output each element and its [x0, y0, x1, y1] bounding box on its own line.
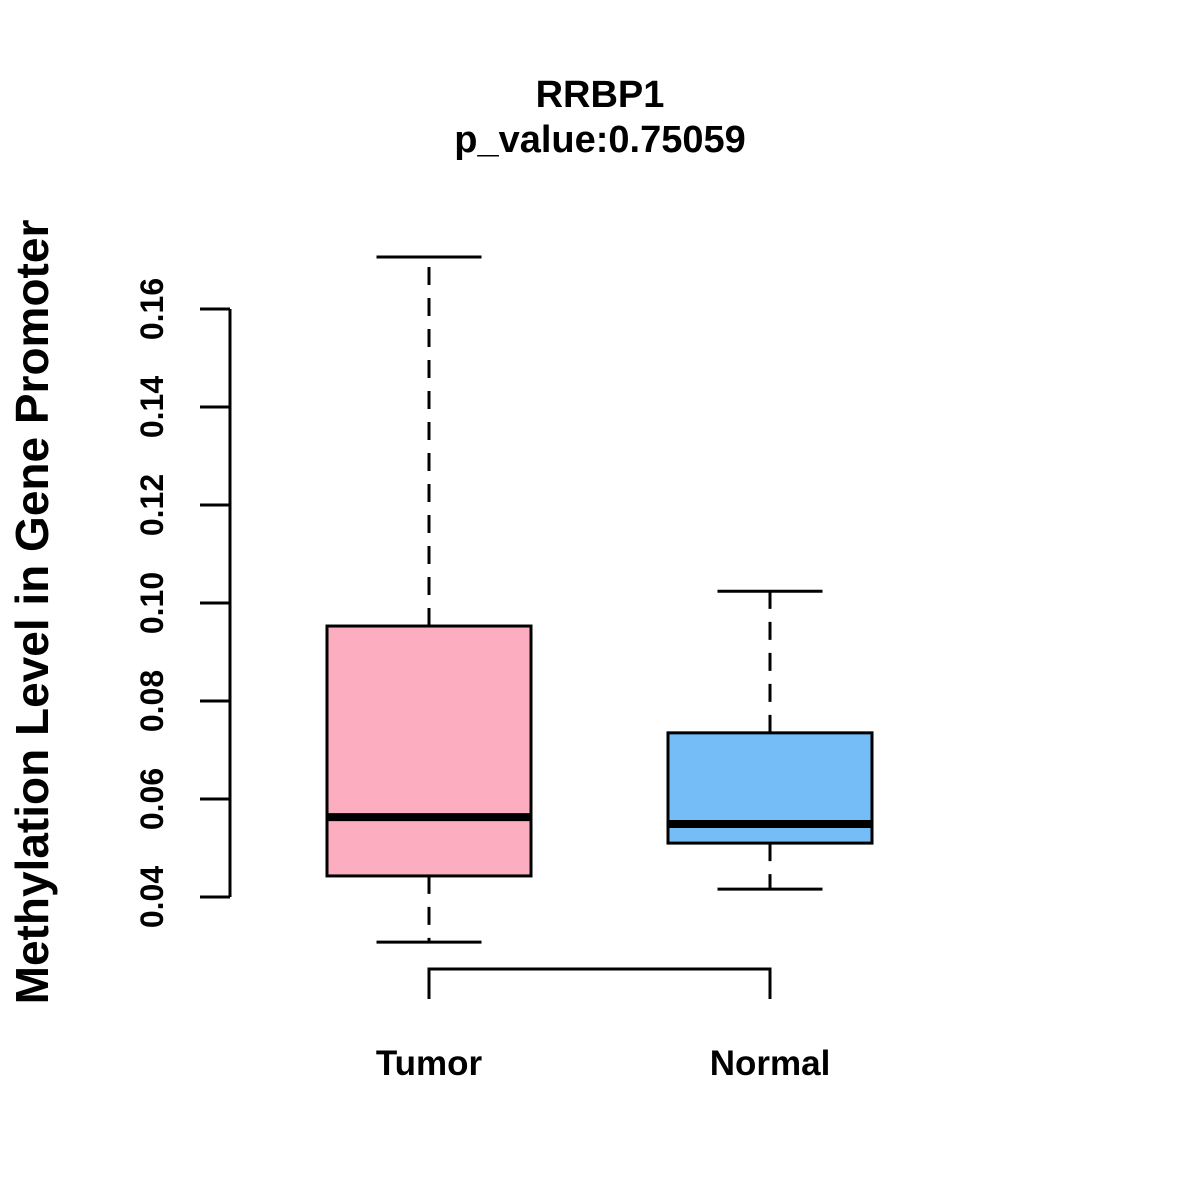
x-label-tumor: Tumor [376, 1044, 483, 1083]
x-label-normal: Normal [710, 1044, 831, 1083]
y-tick-label: 0.14 [134, 376, 170, 438]
y-axis-label: Methylation Level in Gene Promoter [6, 220, 58, 1005]
y-tick-label: 0.10 [134, 572, 170, 634]
plot-area [325, 255, 874, 944]
comparison-bracket [427, 967, 772, 999]
iqr-box-tumor [325, 624, 533, 878]
y-tick-label: 0.06 [134, 768, 170, 830]
y-tick-label: 0.16 [134, 278, 170, 340]
chart-title: RRBP1 [536, 74, 665, 116]
x-axis-labels: Tumor Normal [376, 1044, 830, 1083]
chart-subtitle: p_value:0.75059 [454, 119, 746, 161]
y-axis: 0.04 0.06 0.08 0.10 0.12 0.14 0.16 [134, 278, 232, 928]
y-tick-label: 0.12 [134, 474, 170, 536]
y-tick-label: 0.08 [134, 670, 170, 732]
bracket-path [427, 967, 772, 999]
y-tick-label: 0.04 [134, 866, 170, 928]
